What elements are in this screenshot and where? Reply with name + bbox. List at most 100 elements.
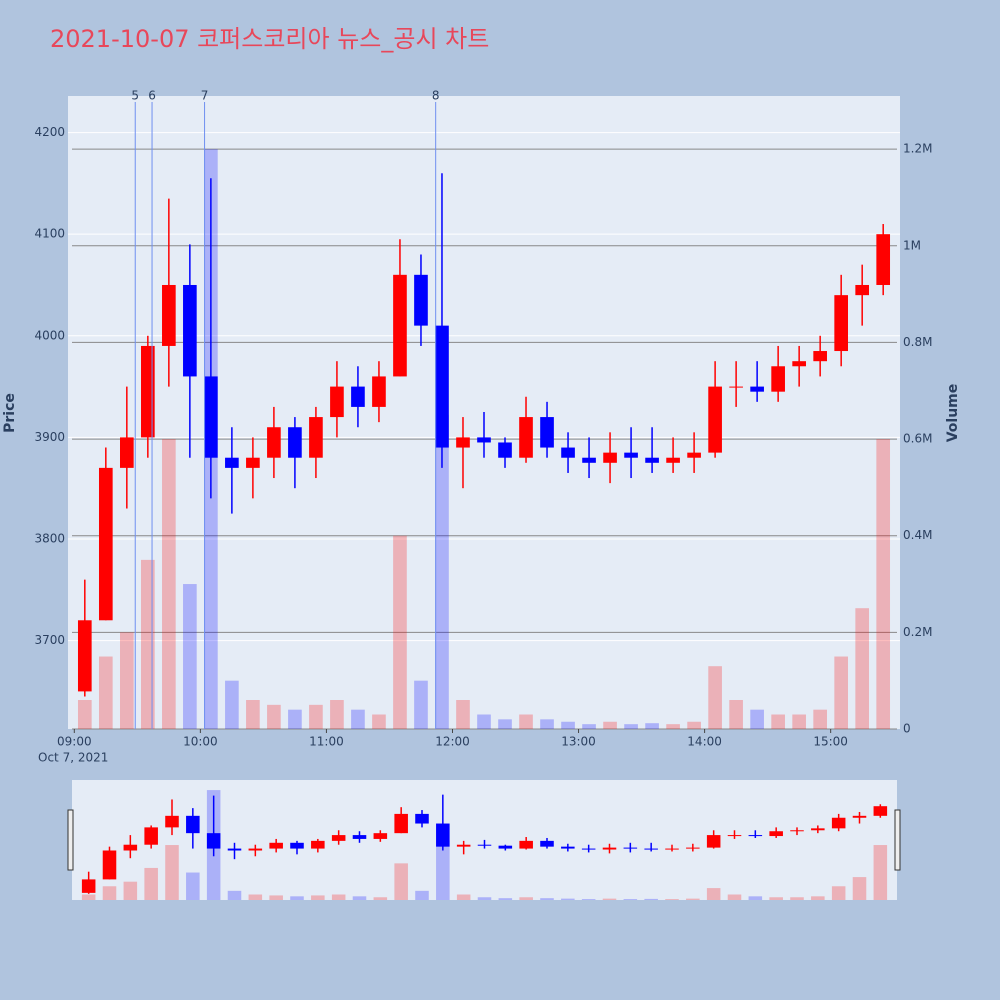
candle-body	[267, 427, 281, 458]
slider-volume-bar	[748, 896, 763, 900]
candle-body	[792, 361, 806, 367]
volume-bar	[603, 721, 617, 729]
y-tick-label: 3900	[34, 430, 65, 444]
slider-volume-bar	[540, 898, 554, 900]
slider-body	[436, 823, 450, 847]
candle-body	[729, 386, 743, 388]
candle-body	[309, 417, 323, 458]
slider-body	[581, 848, 596, 850]
volume-bar	[435, 414, 449, 729]
y2-axis-title: Volume	[945, 384, 961, 443]
x-tick-label: 10:00	[183, 735, 218, 749]
candle-body	[876, 234, 891, 285]
slider-volume-bar	[581, 899, 596, 900]
y2-tick-label: 0.6M	[903, 432, 932, 446]
candle-body	[288, 427, 302, 458]
candle-body	[855, 284, 870, 296]
slider-volume-bar	[373, 897, 388, 900]
slider-volume-bar	[644, 898, 658, 900]
slider-volume-bar	[519, 897, 533, 900]
volume-bar	[456, 700, 470, 729]
volume-bar	[855, 608, 870, 729]
volume-bar	[876, 439, 891, 729]
volume-bar	[834, 656, 848, 729]
volume-bar	[708, 666, 722, 729]
slider-volume-bar	[102, 886, 117, 900]
y2-tick-label: 0.8M	[903, 335, 932, 349]
x-tick-label: 13:00	[561, 735, 596, 749]
slider-volume-bar	[831, 886, 846, 900]
candle-body	[77, 620, 92, 692]
slider-volume-bar	[561, 898, 575, 900]
candle-body	[645, 457, 659, 463]
slider-volume-bar	[227, 890, 242, 900]
volume-bar	[288, 709, 302, 729]
candle-body	[834, 295, 848, 352]
volume-bar	[498, 719, 512, 729]
slider-body	[769, 831, 783, 837]
candle-body	[456, 437, 470, 448]
slider-handle[interactable]	[894, 809, 901, 871]
y-tick-label: 4000	[34, 328, 65, 342]
slider-body	[352, 835, 367, 839]
volume-bar	[351, 709, 365, 729]
x-tick-label: 11:00	[309, 735, 344, 749]
candle-body	[708, 386, 722, 453]
candle-body	[771, 366, 785, 392]
slider-volume-bar	[727, 894, 742, 900]
slider-volume-bar	[165, 845, 179, 900]
slider-handle[interactable]	[67, 809, 74, 871]
volume-bar	[750, 709, 764, 729]
candle-body	[204, 376, 218, 458]
slider-body	[248, 848, 263, 851]
slider-volume-bar	[352, 896, 367, 900]
slider-volume-bar	[602, 898, 617, 900]
y-tick-label: 4200	[34, 125, 65, 139]
volume-bar	[393, 535, 407, 729]
y2-tick-label: 0.2M	[903, 625, 932, 639]
x-tick-label: 09:00	[57, 735, 92, 749]
slider-body	[540, 840, 554, 847]
y-tick-label: 3700	[34, 633, 65, 647]
volume-bar	[792, 714, 806, 729]
y2-tick-label: 1M	[903, 238, 921, 252]
volume-bar	[267, 704, 281, 729]
volume-bar	[98, 656, 113, 729]
slider-body	[852, 815, 867, 818]
slider-body	[123, 844, 138, 851]
slider-body	[269, 842, 283, 849]
slider-body	[206, 833, 221, 849]
slider-volume-bar	[623, 899, 638, 900]
slider-body	[831, 817, 846, 829]
slider-body	[227, 848, 242, 851]
candle-body	[141, 345, 155, 438]
volume-bar	[519, 714, 533, 729]
slider-volume-bar	[123, 881, 138, 900]
slider-body	[686, 847, 700, 849]
candle-body	[162, 284, 176, 346]
y-axis-title: Price	[2, 393, 18, 433]
annotation-label: 7	[201, 89, 209, 103]
volume-bar	[729, 700, 743, 729]
slider-body	[602, 847, 617, 850]
slider-volume-bar	[498, 898, 513, 900]
candle-body	[351, 386, 365, 407]
volume-bar	[561, 721, 575, 729]
candle-body	[519, 417, 533, 458]
slider-body	[873, 806, 888, 816]
volume-bar	[183, 584, 197, 729]
candle-body	[183, 284, 197, 377]
slider-volume-bar	[436, 840, 450, 900]
slider-volume-bar	[456, 894, 471, 900]
candle-body	[666, 457, 680, 463]
volume-bar	[330, 700, 344, 729]
y-tick-label: 4100	[34, 227, 65, 241]
slider-volume-bar	[415, 890, 429, 900]
slider-body	[790, 830, 804, 832]
candle-body	[498, 442, 512, 458]
candle-body	[477, 437, 491, 443]
y2-tick-label: 1.2M	[903, 142, 932, 156]
slider-volume-bar	[790, 897, 804, 900]
slider-body	[165, 815, 179, 828]
